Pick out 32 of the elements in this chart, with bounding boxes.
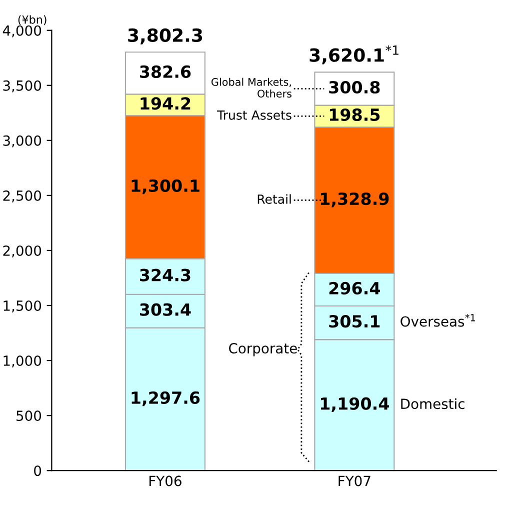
series-label: Trust Assets xyxy=(217,110,292,120)
data-label: 1,297.6 xyxy=(132,391,200,406)
data-label: 194.2 xyxy=(140,97,190,110)
data-label: 1,300.1 xyxy=(132,179,200,194)
series-label: Overseas$^{*1}$ xyxy=(400,314,476,327)
y-tick-label: 1,000 xyxy=(4,355,42,368)
series-label: Domestic xyxy=(401,398,464,410)
y-tick-label: 1,500 xyxy=(4,300,42,312)
y-tick-label: 2,000 xyxy=(3,245,42,258)
y-tick-label: 3,000 xyxy=(3,135,42,148)
data-label: 324.3 xyxy=(140,268,190,282)
y-tick-label: 0 xyxy=(34,466,42,476)
x-tick-label: FY07 xyxy=(338,476,370,486)
series-label: Global Markets, Others xyxy=(211,78,292,98)
data-label: 1,328.9 xyxy=(320,192,389,208)
annotation: Corporate xyxy=(229,343,297,356)
data-label: 382.6 xyxy=(140,65,191,78)
data-label: 300.8 xyxy=(329,80,380,94)
series-label: Retail xyxy=(258,194,291,204)
y-tick-label: 3,500 xyxy=(3,80,42,92)
data-label: 198.5 xyxy=(330,108,380,122)
y-tick-label: 500 xyxy=(16,410,42,422)
data-label: 296.4 xyxy=(329,282,380,295)
total-label: 3,802.3 xyxy=(128,28,202,44)
data-label: 303.4 xyxy=(140,303,191,316)
data-label: 305.1 xyxy=(329,315,380,328)
data-label: 1,190.4 xyxy=(320,397,389,412)
total-label: 3,620.1$^{*1}$ xyxy=(310,45,398,64)
y-tick-label: 4,000 xyxy=(2,25,42,38)
y-axis-title: (¥bn) xyxy=(18,15,46,26)
y-tick-label: 2,500 xyxy=(3,190,42,202)
x-tick-label: FY06 xyxy=(150,476,182,486)
